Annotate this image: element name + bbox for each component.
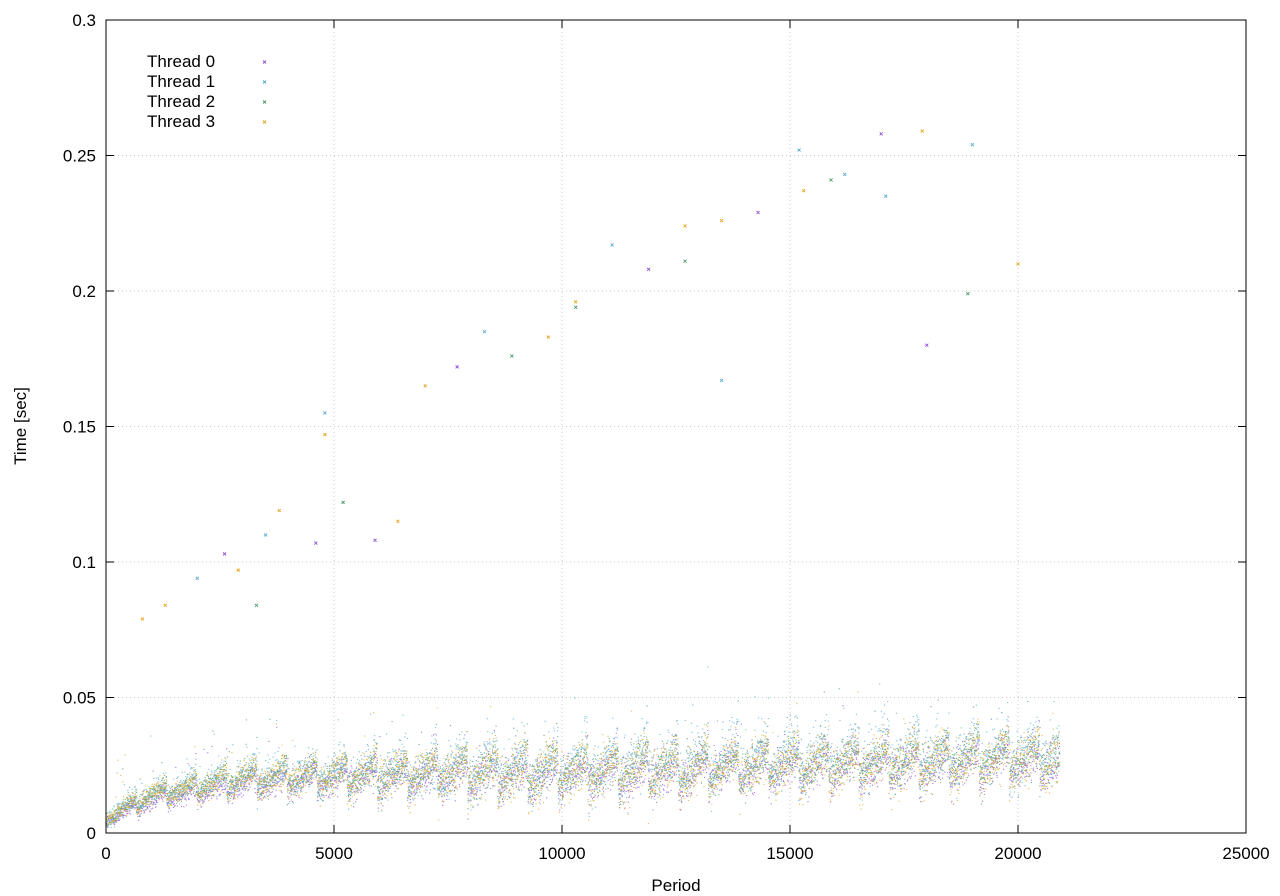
outlier-point: [719, 218, 724, 223]
outlier-point: [163, 603, 168, 608]
outlier-point: [966, 291, 970, 296]
outlier-point: [396, 519, 400, 524]
outlier-point: [195, 576, 200, 581]
outlier-point: [573, 305, 578, 310]
legend-label: Thread 3: [147, 112, 215, 131]
outlier-point: [323, 411, 327, 415]
outlier-point: [924, 343, 929, 348]
x-tick-label: 25000: [1222, 844, 1269, 863]
x-tick-label: 20000: [994, 844, 1041, 863]
outlier-point: [455, 365, 459, 369]
y-tick-label: 0.3: [72, 11, 96, 30]
outlier-point: [646, 267, 651, 272]
y-tick-label: 0.25: [63, 147, 96, 166]
x-tick-label: 10000: [538, 844, 585, 863]
y-tick-label: 0.2: [72, 282, 96, 301]
outlier-point: [683, 259, 687, 264]
outlier-point: [920, 129, 925, 133]
y-tick-label: 0.15: [63, 418, 96, 437]
outlier-point: [970, 142, 975, 147]
outlier-point: [801, 188, 806, 193]
outlier-point: [829, 178, 833, 182]
outlier-point: [323, 432, 327, 437]
axis-ticks: 0 5000 10000 15000 20000 25000 0 0.05 0.1 0.15 0.2…: [63, 11, 1270, 863]
outlier-point: [482, 329, 487, 334]
series-points: [106, 691, 1061, 826]
legend-marker: [262, 80, 267, 84]
outlier-point: [313, 541, 318, 545]
legend-label: Thread 1: [147, 72, 215, 91]
outlier-point: [140, 617, 145, 621]
legend-marker: [262, 120, 267, 124]
x-tick-label: 15000: [766, 844, 813, 863]
outlier-point: [573, 300, 578, 304]
outlier-point: [236, 568, 241, 572]
legend-marker: [262, 60, 267, 64]
outlier-point: [546, 335, 551, 339]
y-tick-label: 0: [87, 824, 96, 843]
outlier-point: [797, 148, 801, 152]
x-tick-label: 0: [101, 844, 110, 863]
outlier-point: [263, 533, 268, 537]
outlier-point: [610, 243, 614, 247]
outlier-point: [373, 538, 377, 543]
outlier-point: [510, 354, 514, 358]
outlier-point: [719, 378, 724, 383]
outlier-point: [683, 224, 687, 228]
outlier-point: [341, 500, 345, 505]
series-thread-3: [106, 129, 1061, 826]
outlier-point: [883, 194, 888, 198]
plot-background: [106, 20, 1246, 833]
outlier-point: [879, 132, 884, 136]
outlier-point: [1016, 262, 1020, 266]
outlier-point: [842, 172, 847, 177]
legend-label: Thread 0: [147, 52, 215, 71]
y-axis-title: Time [sec]: [11, 387, 30, 465]
y-tick-label: 0.05: [63, 689, 96, 708]
outlier-point: [756, 210, 760, 215]
outlier-point: [423, 384, 428, 388]
legend-label: Thread 2: [147, 92, 215, 111]
outlier-point: [277, 508, 282, 513]
outlier-point: [254, 603, 259, 608]
outlier-point: [222, 552, 227, 556]
x-axis-title: Period: [651, 876, 700, 895]
x-tick-label: 5000: [315, 844, 353, 863]
legend-marker: [262, 100, 267, 104]
y-tick-label: 0.1: [72, 553, 96, 572]
data-points: [106, 129, 1061, 828]
